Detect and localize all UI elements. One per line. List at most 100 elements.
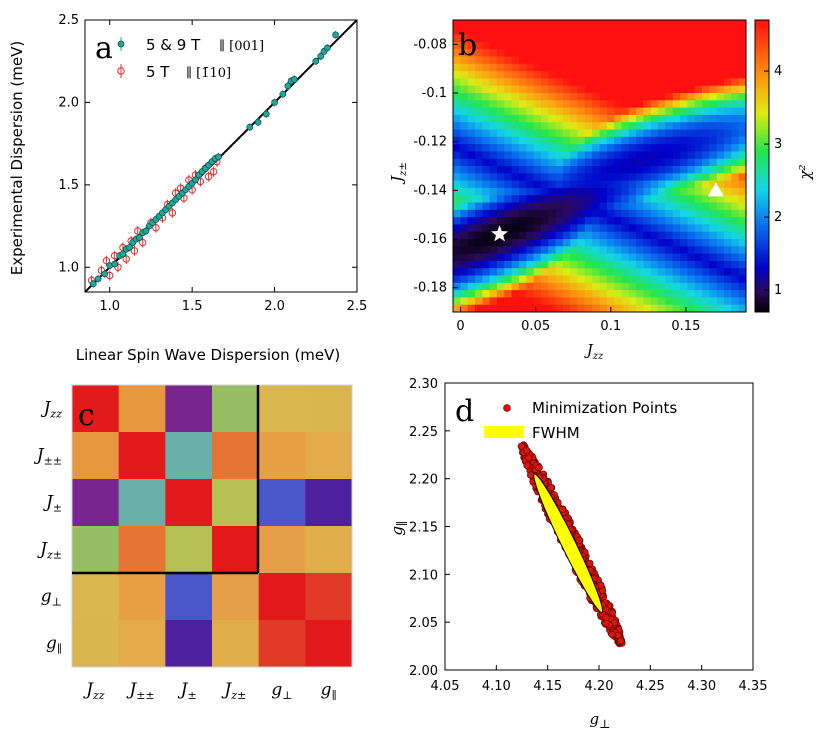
data-point-teal — [312, 57, 320, 65]
heatmap-cell — [577, 224, 586, 233]
heatmap-cell — [599, 136, 608, 145]
heatmap-cell — [570, 136, 579, 145]
heatmap-cell — [621, 282, 630, 291]
heatmap-cell — [555, 114, 564, 123]
heatmap-cell — [709, 209, 718, 218]
heatmap-cell — [460, 78, 469, 87]
row-label: Jz± — [37, 540, 62, 562]
heatmap-cell — [562, 202, 571, 211]
heatmap-cell — [548, 56, 557, 65]
heatmap-cell — [606, 63, 615, 72]
heatmap-cell — [709, 202, 718, 211]
heatmap-cell — [628, 304, 637, 312]
heatmap-cell — [482, 63, 491, 72]
heatmap-cell — [540, 107, 549, 116]
heatmap-cell — [453, 49, 461, 58]
heatmap-cell — [606, 290, 615, 298]
heatmap-cell — [731, 151, 740, 160]
heatmap-cell — [731, 41, 740, 50]
heatmap-cell — [621, 290, 630, 298]
heatmap-cell — [702, 158, 710, 167]
heatmap-cell — [658, 136, 667, 145]
heatmap-cell — [738, 217, 746, 225]
heatmap-cell — [643, 122, 652, 131]
heatmap-cell — [511, 144, 520, 152]
heatmap-cell — [562, 63, 571, 72]
heatmap-cell — [672, 27, 681, 36]
heatmap-cell — [672, 217, 681, 225]
heatmap-cell — [658, 93, 667, 101]
heatmap-cell — [650, 122, 659, 131]
heatmap-cell — [555, 253, 564, 262]
heatmap-cell — [474, 304, 483, 312]
panel-c-letter: c — [78, 398, 95, 433]
x-tick-label: 0.15 — [671, 319, 700, 334]
correlation-cell — [118, 479, 166, 527]
heatmap-cell — [562, 253, 571, 262]
heatmap-cell — [467, 56, 476, 65]
x-tick-label: 4.20 — [585, 679, 614, 694]
heatmap-cell — [474, 202, 483, 211]
colorbar-tick-label: 3 — [774, 137, 782, 152]
heatmap-cell — [694, 78, 703, 87]
heatmap-cell — [738, 85, 746, 94]
heatmap-cell — [724, 282, 732, 291]
heatmap-cell — [555, 246, 564, 255]
heatmap-cell — [709, 231, 718, 240]
heatmap-cell — [518, 239, 527, 247]
heatmap-cell — [489, 122, 498, 131]
heatmap-cell — [482, 71, 491, 79]
heatmap-cell — [672, 136, 681, 145]
heatmap-cell — [511, 41, 520, 50]
heatmap-cell — [577, 71, 586, 79]
heatmap-cell — [518, 166, 527, 174]
heatmap-cell — [738, 195, 746, 204]
heatmap-cell — [599, 93, 608, 101]
heatmap-cell — [460, 144, 469, 152]
heatmap-cell — [636, 260, 645, 269]
heatmap-cell — [628, 122, 637, 131]
heatmap-cell — [621, 136, 630, 145]
heatmap-cell — [709, 34, 718, 43]
heatmap-cell — [614, 100, 623, 109]
heatmap-cell — [628, 114, 637, 123]
heatmap-cell — [592, 297, 601, 306]
heatmap-cell — [467, 136, 476, 145]
heatmap-cell — [628, 297, 637, 306]
heatmap-cell — [504, 173, 513, 182]
heatmap-cell — [724, 297, 732, 306]
heatmap-cell — [570, 253, 579, 262]
heatmap-cell — [672, 85, 681, 94]
heatmap-cell — [570, 224, 579, 233]
heatmap-cell — [584, 275, 593, 284]
heatmap-cell — [614, 114, 623, 123]
heatmap-cell — [482, 209, 491, 218]
heatmap-cell — [702, 297, 710, 306]
heatmap-cell — [628, 180, 637, 189]
heatmap-cell — [504, 49, 513, 58]
heatmap-cell — [504, 260, 513, 269]
heatmap-cell — [702, 260, 710, 269]
heatmap-cell — [724, 187, 732, 196]
correlation-matrix — [72, 385, 353, 668]
heatmap-cell — [716, 100, 725, 109]
heatmap-cell — [592, 41, 601, 50]
heatmap-cell — [592, 253, 601, 262]
heatmap-cell — [665, 246, 674, 255]
heatmap-cell — [504, 224, 513, 233]
heatmap-cell — [694, 209, 703, 218]
heatmap-cell — [453, 144, 461, 152]
heatmap-cell — [548, 224, 557, 233]
heatmap-cell — [636, 34, 645, 43]
heatmap-cell — [665, 187, 674, 196]
heatmap-cell — [636, 224, 645, 233]
heatmap-cell — [614, 63, 623, 72]
heatmap-cell — [570, 304, 579, 312]
heatmap-cell — [643, 166, 652, 174]
heatmap-cell — [643, 224, 652, 233]
heatmap-cell — [628, 246, 637, 255]
heatmap-cell — [592, 290, 601, 298]
heatmap-cell — [540, 304, 549, 312]
heatmap-cell — [533, 290, 542, 298]
heatmap-cell — [453, 180, 461, 189]
